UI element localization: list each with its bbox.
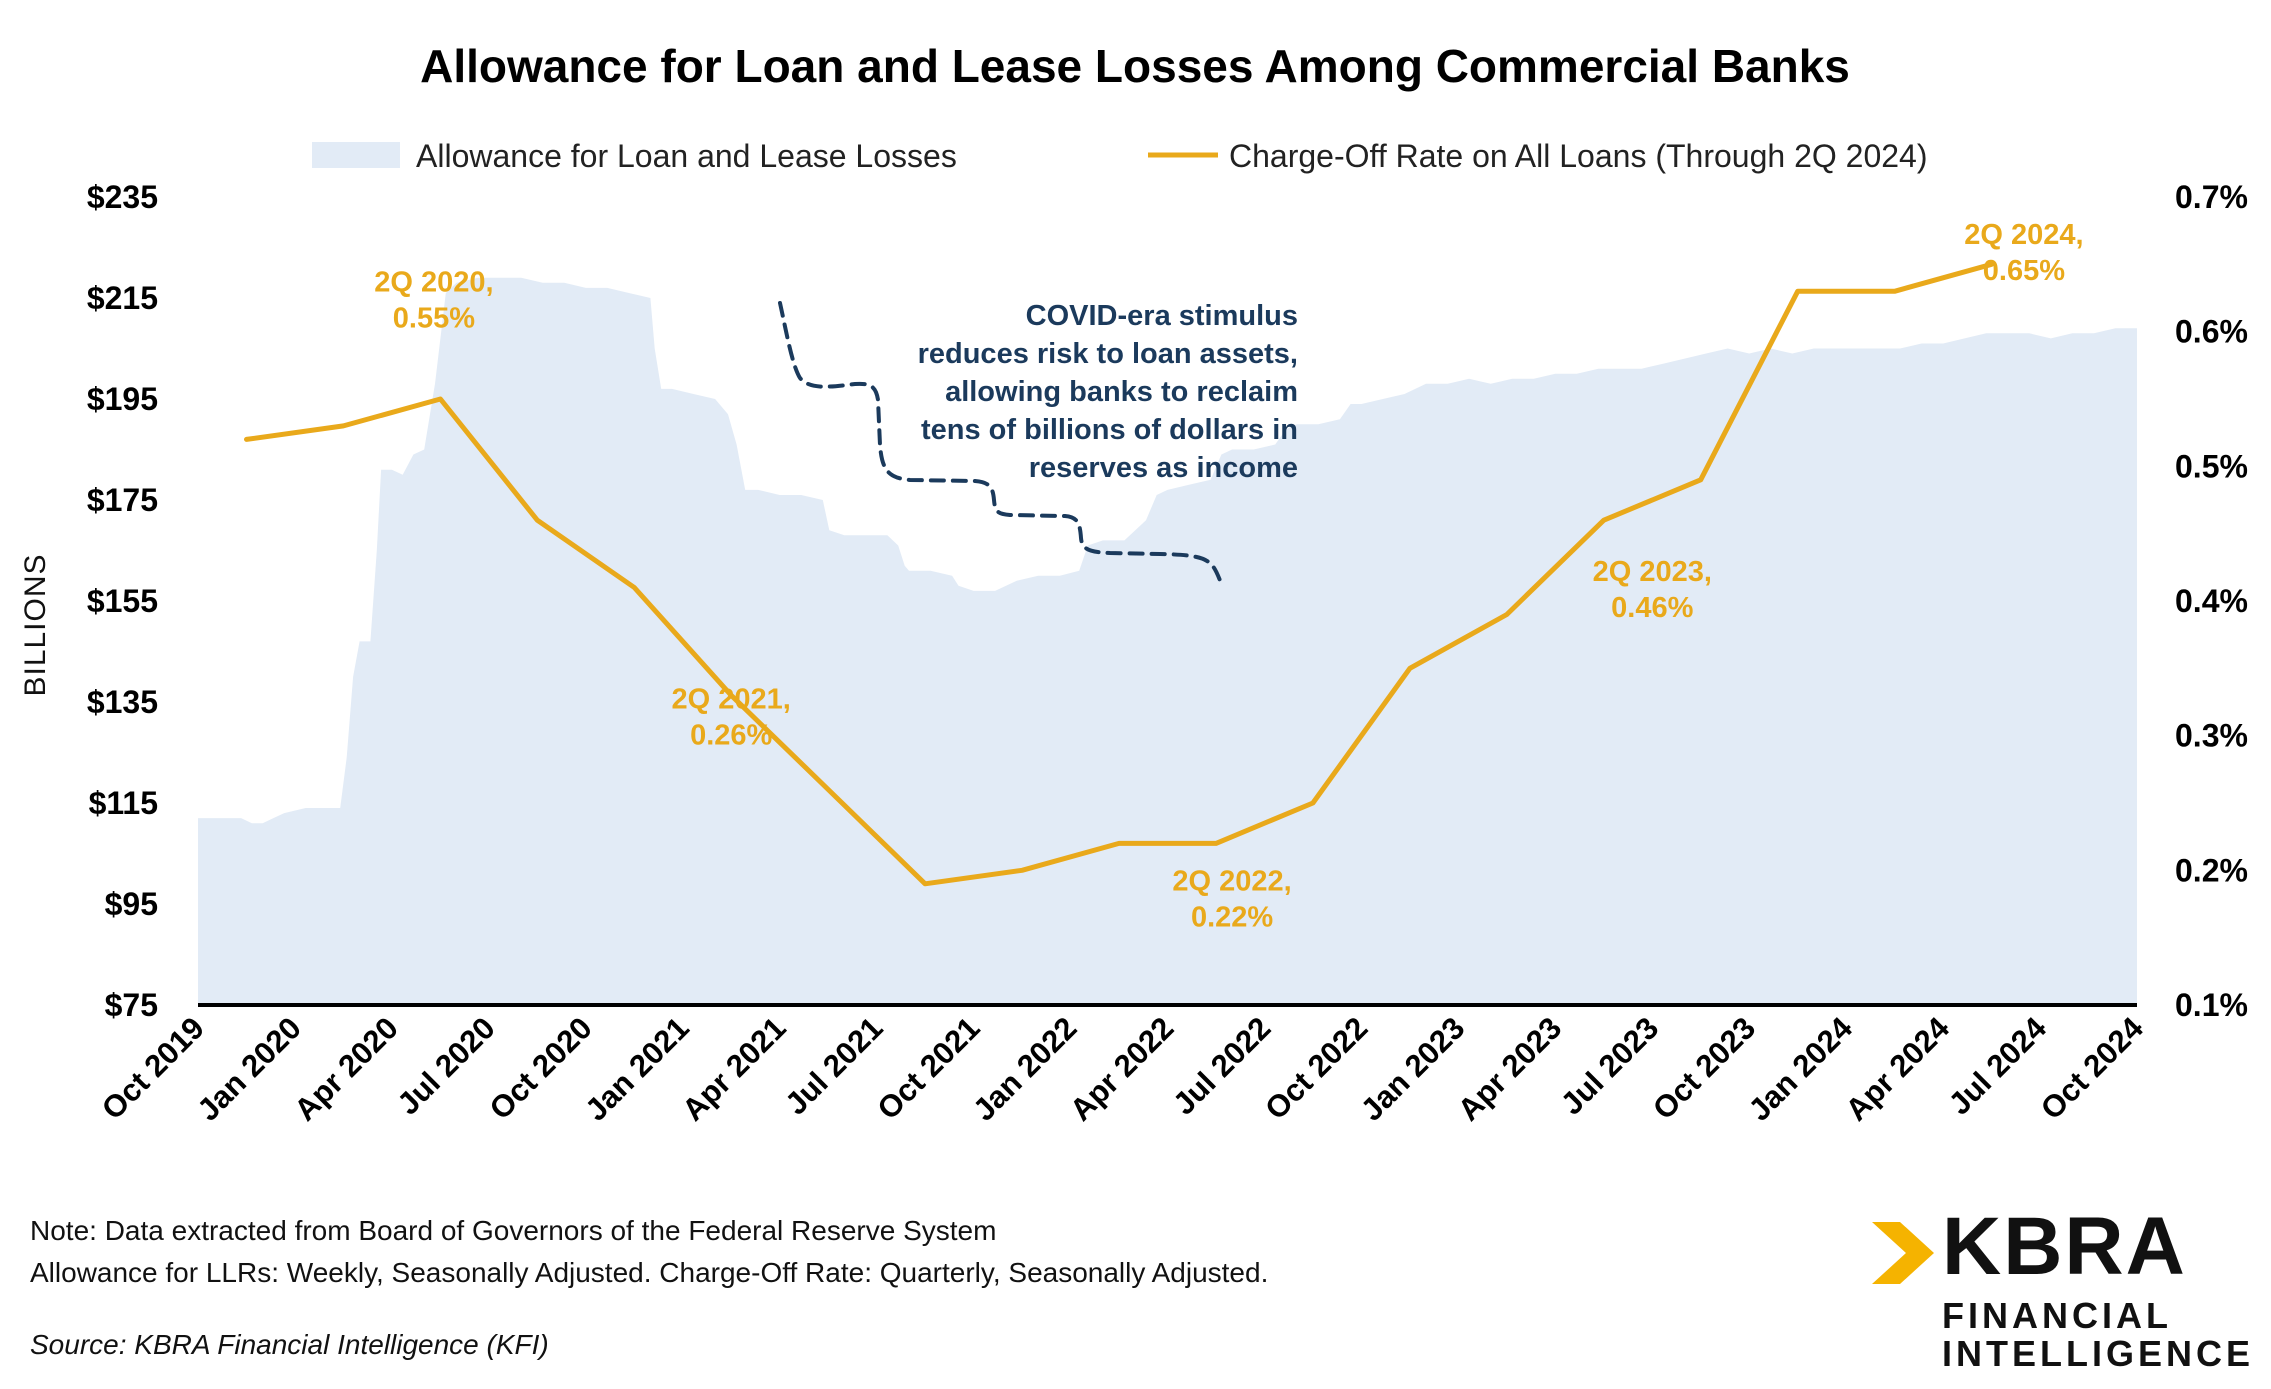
annotation-2q2020: 2Q 2020, 0.55% bbox=[374, 266, 493, 334]
legend-swatch-allowance bbox=[312, 142, 400, 168]
left-tick-label: $175 bbox=[87, 482, 158, 518]
annotation-2q2023: 2Q 2023, 0.46% bbox=[1593, 556, 1712, 624]
left-tick-label: $115 bbox=[89, 785, 158, 821]
x-tick-label: Jan 2023 bbox=[1354, 1010, 1471, 1127]
note-line-1: Note: Data extracted from Board of Gover… bbox=[30, 1215, 997, 1246]
right-tick-label: 0.2% bbox=[2175, 852, 2248, 888]
right-tick-label: 0.4% bbox=[2175, 583, 2248, 619]
callout-text: COVID-era stimulus reduces risk to loan a… bbox=[918, 300, 1298, 484]
left-tick-label: $215 bbox=[87, 280, 158, 316]
note-line-2: Allowance for LLRs: Weekly, Seasonally A… bbox=[30, 1257, 1269, 1288]
x-tick-label: Oct 2019 bbox=[95, 1010, 211, 1126]
x-tick-label: Apr 2022 bbox=[1063, 1010, 1180, 1127]
x-tick-label: Oct 2020 bbox=[483, 1010, 599, 1126]
x-tick-label: Jan 2021 bbox=[578, 1010, 695, 1127]
left-tick-label: $135 bbox=[87, 684, 158, 720]
x-tick-label: Apr 2020 bbox=[287, 1010, 404, 1127]
x-tick-label: Oct 2021 bbox=[870, 1010, 986, 1126]
callout-line: COVID-era stimulus bbox=[1026, 300, 1298, 332]
annotation-line-2: 0.26% bbox=[690, 720, 772, 752]
callout-line: tens of billions of dollars in bbox=[921, 414, 1298, 446]
allowance-area bbox=[198, 277, 2137, 1005]
annotation-line-1: 2Q 2020, bbox=[374, 266, 493, 298]
x-tick-label: Oct 2022 bbox=[1258, 1010, 1374, 1126]
left-tick-label: $235 bbox=[87, 179, 158, 215]
annotation-line-1: 2Q 2023, bbox=[1593, 556, 1712, 588]
kbra-chevron-icon bbox=[1872, 1222, 1934, 1284]
annotation-line-2: 0.65% bbox=[1983, 255, 2065, 287]
annotation-line-2: 0.55% bbox=[393, 302, 475, 334]
right-tick-label: 0.6% bbox=[2175, 314, 2248, 350]
right-tick-label: 0.7% bbox=[2175, 179, 2248, 215]
kbra-logo: KBRA FINANCIAL INTELLIGENCE bbox=[1870, 1206, 2250, 1372]
callout-dashed-path bbox=[778, 301, 1223, 585]
right-tick-label: 0.1% bbox=[2175, 987, 2248, 1023]
logo-wordmark: KBRA bbox=[1942, 1201, 2187, 1292]
chart-title: Allowance for Loan and Lease Losses Amon… bbox=[420, 40, 1850, 92]
annotation-line-1: 2Q 2022, bbox=[1172, 866, 1291, 898]
legend-label-allowance: Allowance for Loan and Lease Losses bbox=[416, 138, 957, 174]
callout-line: allowing banks to reclaim bbox=[945, 376, 1298, 408]
x-tick-label: Apr 2024 bbox=[1839, 1010, 1957, 1128]
annotation-line-1: 2Q 2021, bbox=[672, 684, 791, 716]
annotation-line-2: 0.46% bbox=[1611, 592, 1693, 624]
right-tick-label: 0.5% bbox=[2175, 448, 2248, 484]
right-tick-label: 0.3% bbox=[2175, 718, 2248, 754]
annotation-2q2021: 2Q 2021, 0.26% bbox=[672, 684, 791, 752]
callout-line: reduces risk to loan assets, bbox=[918, 338, 1298, 370]
x-tick-label: Apr 2023 bbox=[1451, 1010, 1568, 1127]
callout-line: reserves as income bbox=[1029, 452, 1298, 484]
y-axis-label: BILLIONS bbox=[19, 553, 52, 696]
x-tick-label: Oct 2023 bbox=[1646, 1010, 1762, 1126]
annotation-2q2024: 2Q 2024, 0.65% bbox=[1964, 219, 2083, 287]
logo-subtitle-1: FINANCIAL bbox=[1942, 1295, 2172, 1336]
legend-label-chargeoff: Charge-Off Rate on All Loans (Through 2Q… bbox=[1229, 138, 1927, 174]
notes: Note: Data extracted from Board of Gover… bbox=[30, 1210, 1268, 1294]
source-text: Source: KBRA Financial Intelligence (KFI… bbox=[30, 1329, 549, 1360]
annotation-2q2022: 2Q 2022, 0.22% bbox=[1172, 866, 1291, 934]
x-tick-label: Apr 2021 bbox=[675, 1010, 792, 1127]
annotation-line-2: 0.22% bbox=[1191, 902, 1273, 934]
left-tick-label: $95 bbox=[105, 886, 158, 922]
left-tick-label: $195 bbox=[87, 381, 158, 417]
x-tick-label: Jan 2020 bbox=[190, 1010, 307, 1127]
x-tick-label: Jan 2022 bbox=[966, 1010, 1083, 1127]
annotation-line-1: 2Q 2024, bbox=[1964, 219, 2083, 251]
x-tick-label: Jan 2024 bbox=[1742, 1010, 1860, 1128]
left-tick-label: $155 bbox=[87, 583, 158, 619]
logo-subtitle-2: INTELLIGENCE bbox=[1942, 1333, 2255, 1374]
x-tick-label: Oct 2024 bbox=[2034, 1010, 2151, 1127]
left-tick-label: $75 bbox=[105, 987, 158, 1023]
